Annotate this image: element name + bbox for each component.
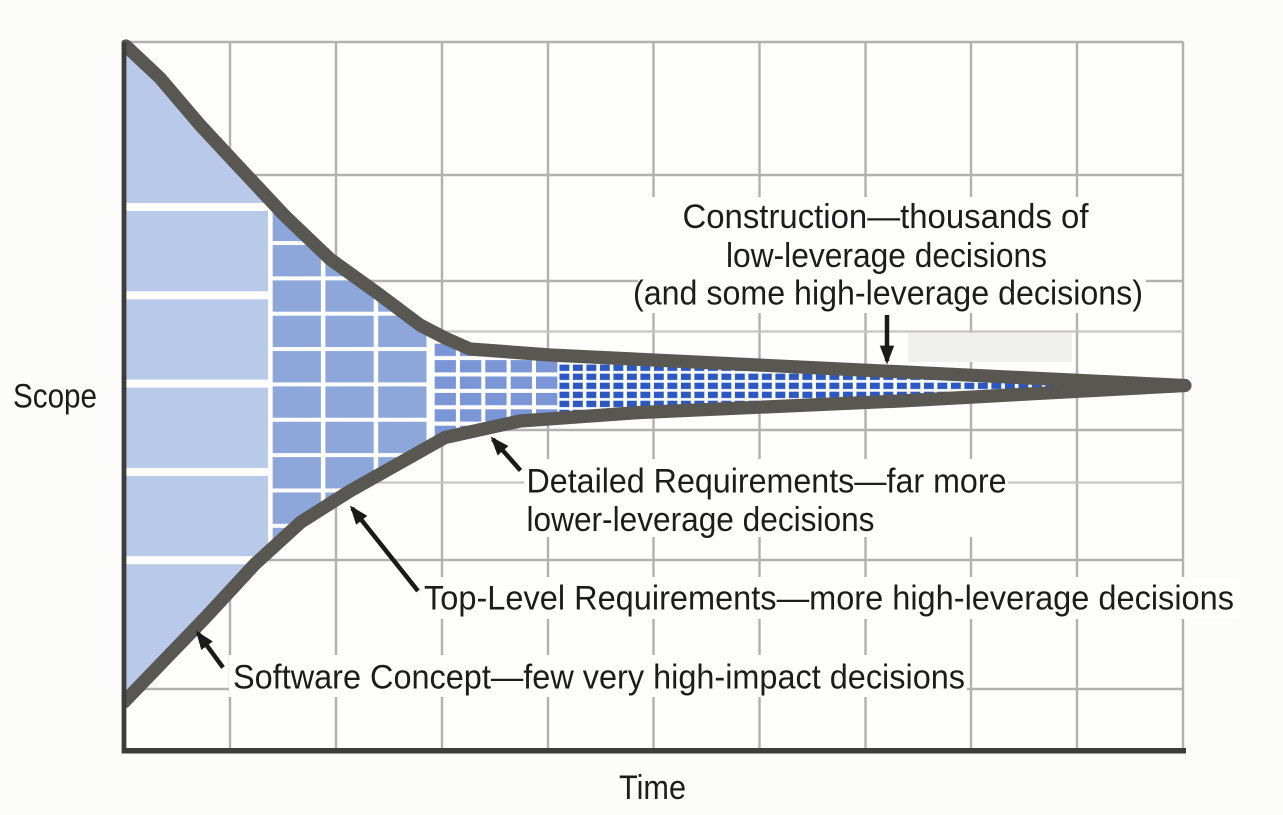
svg-text:(and some high-leverage decisi: (and some high-leverage decisions)	[633, 275, 1143, 313]
svg-text:Software Concept—few very high: Software Concept—few very high-impact de…	[233, 659, 965, 697]
svg-text:Construction—thousands of: Construction—thousands of	[683, 198, 1090, 236]
svg-text:Time: Time	[619, 769, 686, 807]
svg-text:low-leverage decisions: low-leverage decisions	[726, 237, 1047, 275]
svg-text:Scope: Scope	[13, 378, 97, 416]
svg-text:Top-Level Requirements—more hi: Top-Level Requirements—more high-leverag…	[424, 580, 1234, 618]
svg-text:Detailed Requirements—far more: Detailed Requirements—far more	[527, 463, 1007, 501]
svg-text:lower-leverage decisions: lower-leverage decisions	[527, 501, 875, 539]
